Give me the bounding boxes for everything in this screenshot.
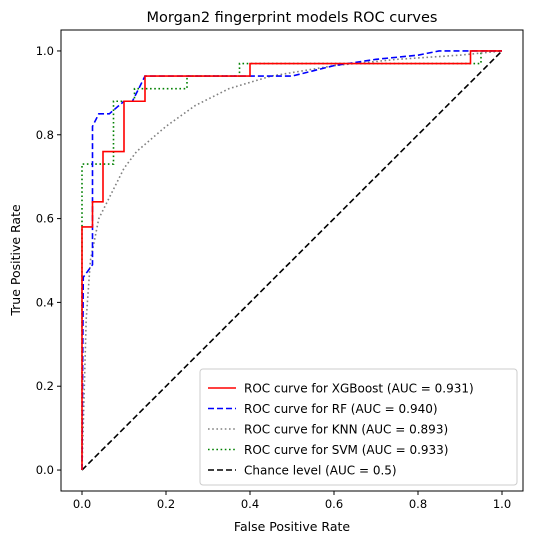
y-tick-label: 0.6 bbox=[36, 212, 54, 226]
y-tick-label: 0.8 bbox=[36, 128, 54, 142]
legend-entry-4: Chance level (AUC = 0.5) bbox=[244, 464, 397, 478]
x-tick-label: 0.6 bbox=[325, 497, 343, 511]
axes-frame bbox=[60, 29, 524, 492]
y-tick-label: 0.4 bbox=[36, 295, 54, 309]
series-line-1 bbox=[81, 50, 502, 471]
chart-title: Morgan2 fingerprint models ROC curves bbox=[146, 10, 437, 26]
x-tick-label: 0.0 bbox=[73, 497, 91, 511]
legend: ROC curve for XGBoost (AUC = 0.931) ROC c… bbox=[199, 368, 518, 486]
x-tick-label: 0.4 bbox=[241, 497, 259, 511]
y-tick-label: 1.0 bbox=[36, 44, 54, 58]
x-tick-label: 0.8 bbox=[409, 497, 427, 511]
y-tick-label: 0.2 bbox=[36, 379, 54, 393]
x-axis: 0.0 0.2 0.4 0.6 0.8 1.0 bbox=[73, 491, 511, 511]
legend-box bbox=[199, 368, 518, 486]
x-tick-label: 0.2 bbox=[157, 497, 175, 511]
y-tick-label: 0.0 bbox=[36, 463, 54, 477]
plot-area bbox=[81, 50, 503, 471]
series-line-0 bbox=[81, 50, 502, 471]
legend-entry-0: ROC curve for XGBoost (AUC = 0.931) bbox=[244, 382, 474, 396]
y-axis: 0.0 0.2 0.4 0.6 0.8 1.0 bbox=[36, 44, 61, 477]
x-axis-label: False Positive Rate bbox=[234, 519, 350, 534]
legend-entry-2: ROC curve for KNN (AUC = 0.893) bbox=[244, 423, 448, 437]
legend-entry-1: ROC curve for RF (AUC = 0.940) bbox=[244, 402, 438, 416]
x-tick-label: 1.0 bbox=[493, 497, 511, 511]
y-axis-label: True Positive Rate bbox=[8, 204, 23, 317]
legend-entry-3: ROC curve for SVM (AUC = 0.933) bbox=[244, 443, 449, 457]
